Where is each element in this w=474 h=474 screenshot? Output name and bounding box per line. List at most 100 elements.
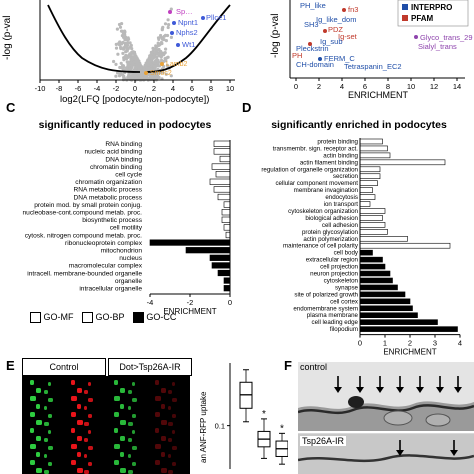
- gene-label-4: Pllce1: [206, 13, 226, 22]
- cell-stain: [172, 382, 175, 386]
- cell-stain: [114, 428, 118, 433]
- panel-letter-e: E: [6, 358, 15, 373]
- domains-x-tick-label: 6: [363, 82, 367, 91]
- gene-dot-7: [144, 71, 148, 75]
- domain-label-fermc: FERM_C: [324, 54, 355, 63]
- bar-category-label: cytosk. nitrogen compound metab. proc.: [25, 232, 142, 239]
- volcano-point: [157, 75, 161, 79]
- volcano-point: [119, 46, 123, 51]
- volcano-point: [152, 64, 156, 68]
- volcano-point: [116, 71, 120, 75]
- cell-stain: [120, 468, 126, 473]
- cell-stain: [88, 382, 91, 386]
- cell-stain: [161, 404, 165, 409]
- domain-label-igset: Ig-set: [338, 32, 358, 41]
- volcano-point: [121, 32, 125, 36]
- volcano-point: [164, 72, 168, 76]
- bar: [211, 163, 231, 170]
- cell-stain: [30, 380, 34, 385]
- cell-stain: [77, 468, 83, 473]
- bar-category-label: nucleic acid binding: [84, 149, 142, 156]
- domains-x-tick-label: 14: [453, 82, 461, 91]
- cell-stain: [128, 470, 133, 474]
- domain-label-phlike: PH_like: [300, 1, 326, 10]
- cell-stain: [168, 422, 173, 426]
- volcano-point: [114, 42, 118, 47]
- volcano-point: [161, 37, 165, 41]
- cell-stain: [44, 438, 48, 442]
- bar: [225, 231, 231, 239]
- cell-stain: [30, 444, 36, 449]
- bar-category-label: intracell. membrane-bounded organelle: [27, 270, 142, 277]
- domain-dot-pdz: [323, 29, 327, 33]
- cell-stain: [77, 436, 82, 441]
- cell-stain: [132, 398, 137, 402]
- x-tick-label: -2: [187, 298, 194, 307]
- cell-stain: [48, 414, 52, 418]
- bar: [359, 249, 373, 256]
- volcano-point: [148, 67, 152, 71]
- volcano-point: [114, 74, 118, 78]
- volcano-point: [117, 41, 121, 45]
- cell-stain: [48, 430, 51, 434]
- cell-stain: [77, 404, 81, 409]
- x-tick-label: 3: [433, 339, 437, 348]
- cell-stain: [84, 406, 87, 410]
- domains-y-label: -log (p-val: [270, 14, 281, 58]
- volcano-point: [134, 65, 139, 69]
- domain-dot-fn3: [342, 8, 346, 12]
- x-axis-label: ENRICHMENT: [383, 348, 436, 357]
- bar: [359, 319, 438, 325]
- x-tick-label: 4: [458, 339, 462, 348]
- bar-category-label: neuron projection: [310, 271, 358, 278]
- domains-x-tick-label: 10: [407, 82, 415, 91]
- cell-stain: [77, 388, 82, 393]
- bar-category-label: protein mod. by small protein conjug.: [34, 202, 142, 209]
- volcano-point: [131, 77, 135, 81]
- bar: [213, 140, 231, 147]
- bar-category-label: cell adhesion: [322, 222, 359, 229]
- volcano-point: [118, 65, 122, 70]
- cell-stain: [36, 452, 40, 457]
- bar-category-label: cell body: [334, 250, 359, 257]
- volcano-threshold-right: [145, 4, 231, 73]
- cell-stain: [155, 460, 160, 465]
- bar: [359, 166, 381, 173]
- panel-b-domains: 0 2 4 6 8 10 12 14 -log (p-val ENRICHMENT INTER…: [270, 0, 473, 100]
- volcano-point: [126, 41, 130, 45]
- cell-stain: [128, 422, 133, 426]
- cell-stain: [155, 428, 159, 433]
- bar-category-label: biological adhesion: [305, 215, 358, 222]
- legend-cc-swatch: [132, 312, 144, 324]
- volcano-point: [156, 41, 160, 45]
- significance-star: *: [280, 423, 284, 434]
- cell-stain: [88, 414, 92, 418]
- volcano-x-tick-label: 8: [209, 84, 213, 93]
- chart-d-title: significantly enriched in podocytes: [271, 119, 447, 131]
- cell-stain: [161, 452, 165, 457]
- volcano-point: [114, 62, 118, 66]
- domain-label-iglike: Ig_like_dom: [316, 15, 356, 24]
- volcano-point: [163, 51, 167, 55]
- gene-dot-4: [201, 16, 205, 20]
- volcano-point: [169, 7, 173, 11]
- bar-category-label: organelle: [115, 278, 142, 285]
- volcano-point: [121, 64, 125, 68]
- volcano-point: [121, 51, 125, 56]
- gene-label-7: Smoc2: [150, 70, 172, 77]
- bar-category-label: cellular component movement: [275, 180, 358, 187]
- col-header-knockdown: Dot>Tsp26A-IR: [108, 358, 192, 376]
- volcano-point: [161, 70, 165, 74]
- volcano-point: [156, 64, 160, 68]
- cell-stain: [172, 414, 176, 418]
- volcano-point: [152, 61, 156, 65]
- cell-stain: [71, 412, 76, 417]
- chart-c-title: significantly reduced in podocytes: [38, 119, 212, 131]
- bar: [359, 145, 388, 152]
- cell-stain: [84, 422, 89, 426]
- go-legend: GO-MF GO-BP GO-CC: [30, 312, 176, 324]
- volcano-point: [162, 34, 166, 38]
- volcano-point: [166, 18, 170, 22]
- bar: [359, 305, 413, 312]
